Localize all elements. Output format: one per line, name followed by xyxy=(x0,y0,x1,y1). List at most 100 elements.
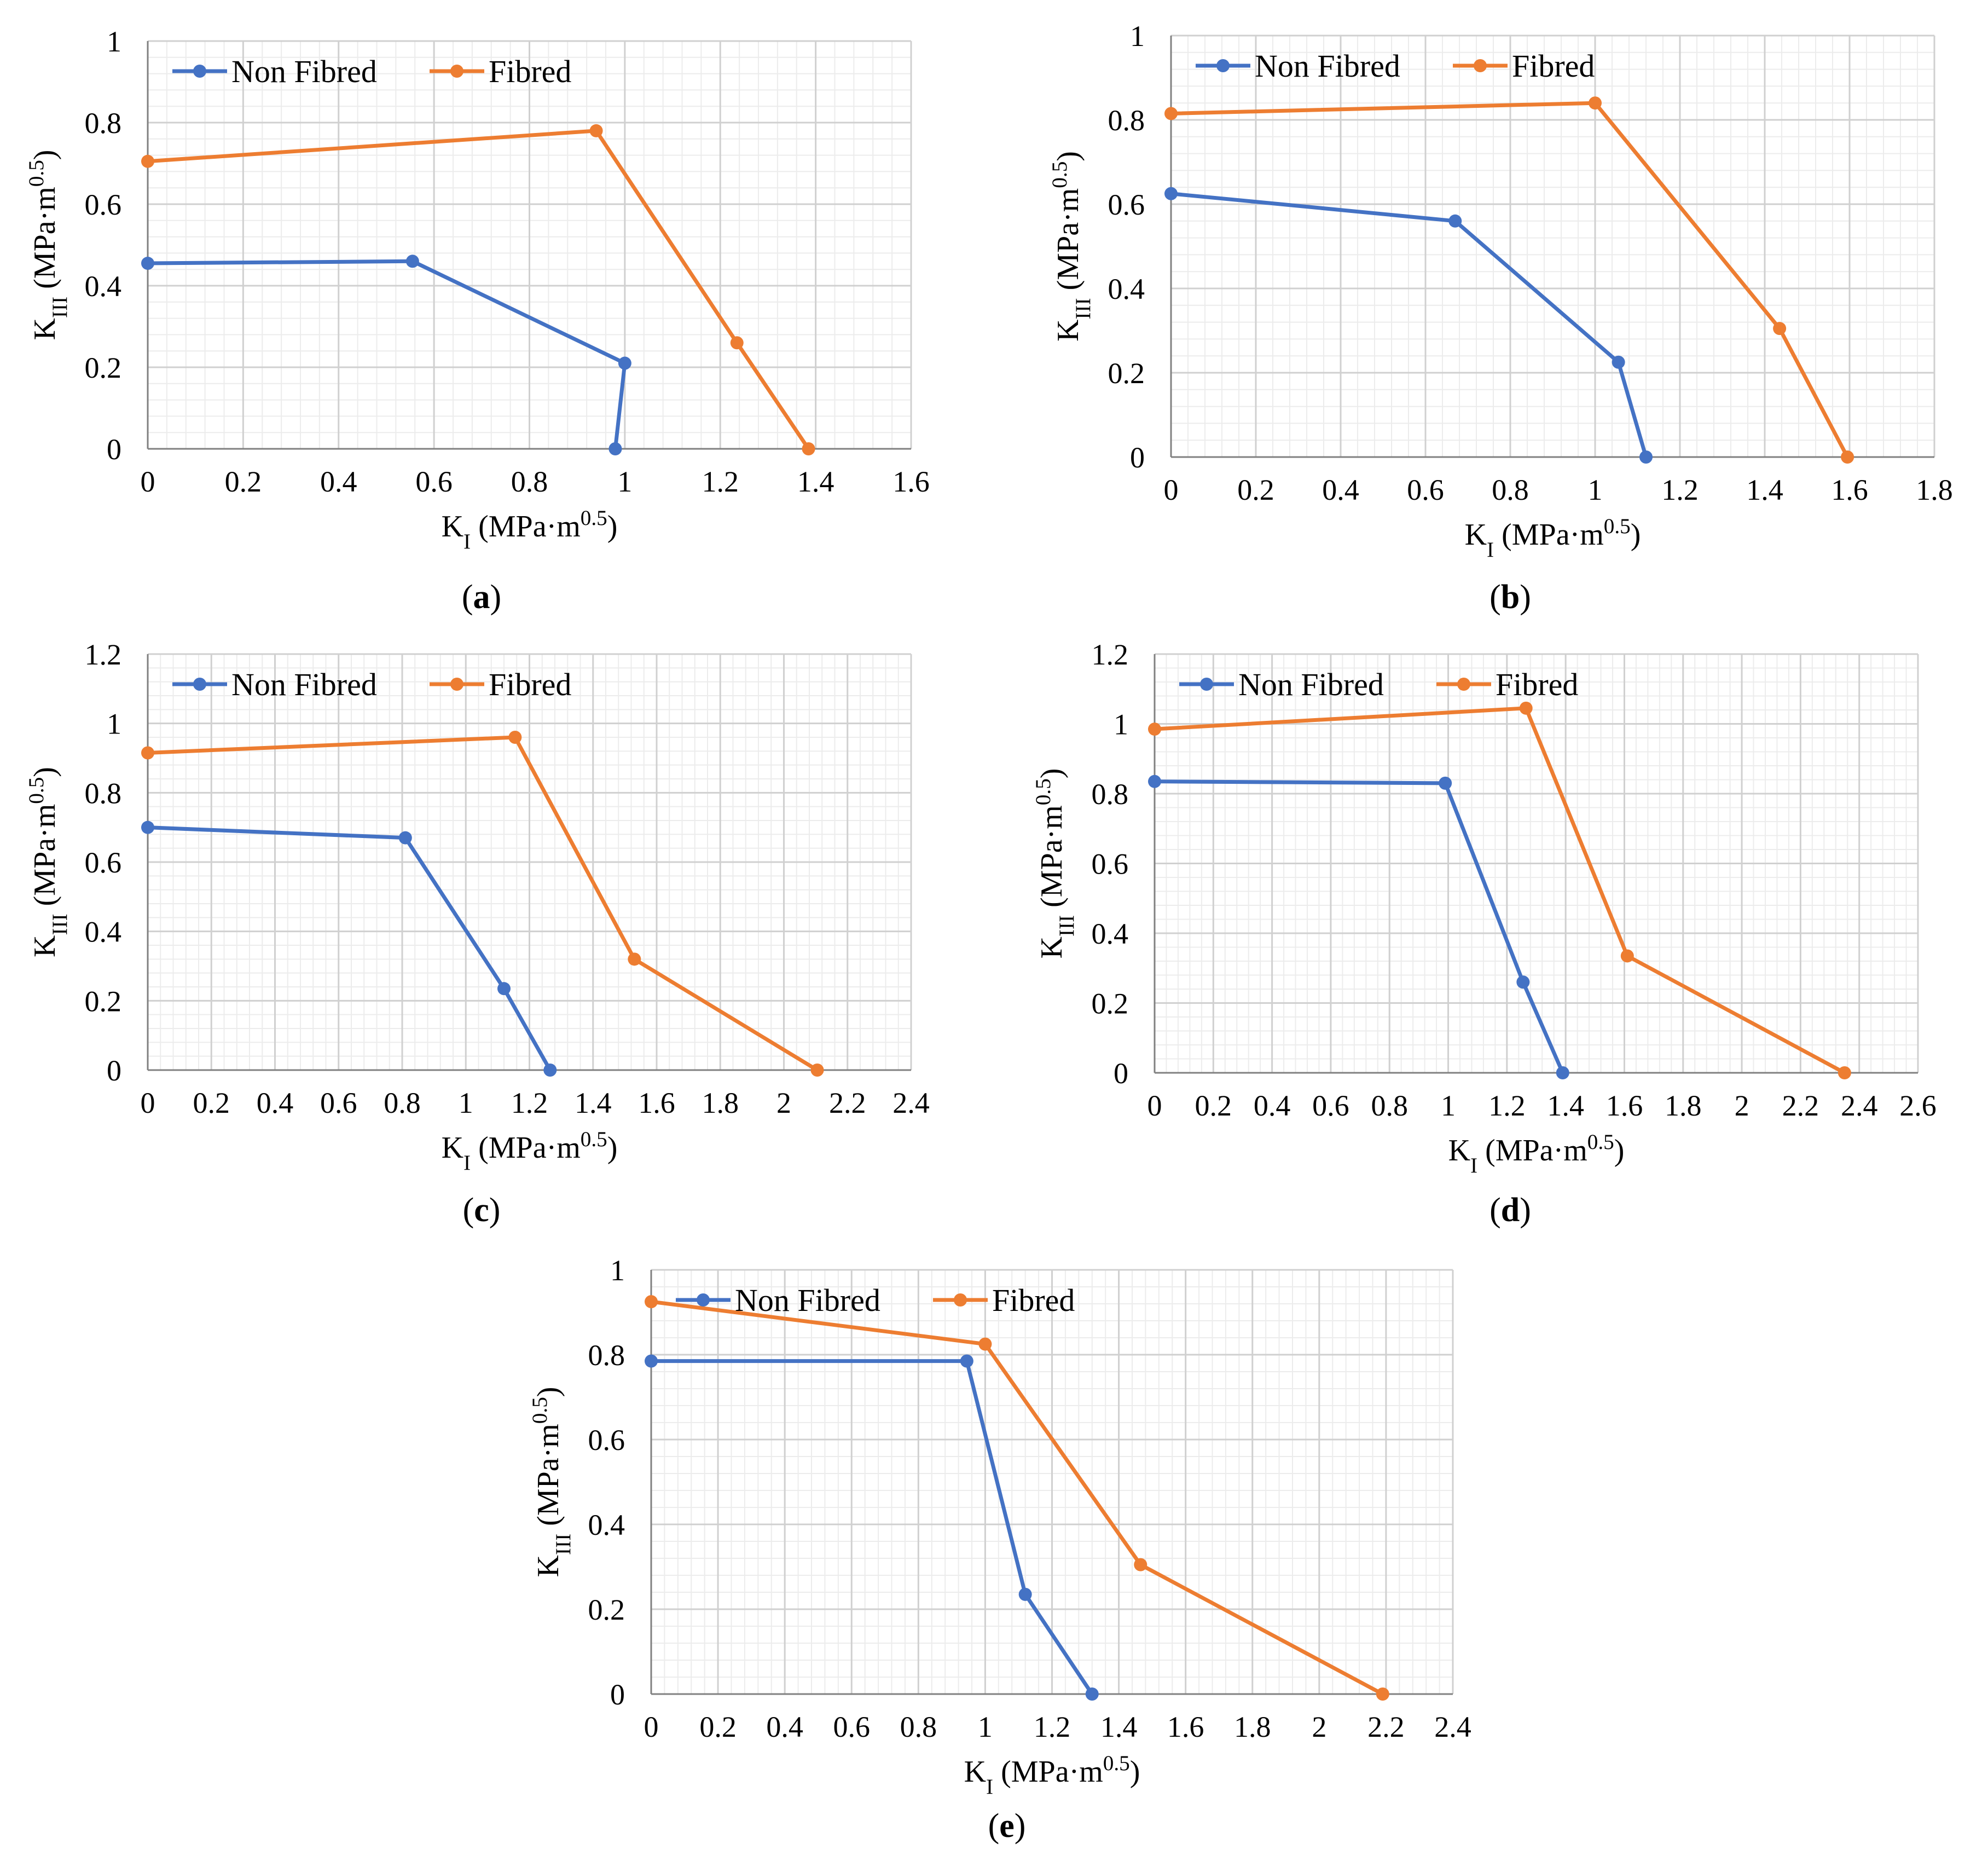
y-tick-label: 1.2 xyxy=(85,638,122,671)
legend-swatch-marker xyxy=(193,65,206,78)
y-tick-label: 0 xyxy=(107,433,121,466)
y-tick-label: 0.2 xyxy=(588,1593,625,1626)
x-axis-title: KI (MPa·m0.5) xyxy=(442,1128,618,1175)
series-fibred xyxy=(141,124,815,455)
y-tick-label: 1 xyxy=(107,25,121,58)
caption-letter: c xyxy=(474,1192,489,1229)
x-tick-label: 1.8 xyxy=(1916,473,1953,506)
y-axis-title: KIII (MPa·m0.5) xyxy=(1031,768,1079,959)
major-gridlines xyxy=(650,1269,1454,1695)
data-point xyxy=(1148,723,1161,736)
data-point xyxy=(141,154,154,168)
series-line xyxy=(147,259,627,449)
x-tick-label: 0.8 xyxy=(1371,1089,1408,1122)
data-point xyxy=(628,952,641,966)
x-tick-label: 1.4 xyxy=(1746,473,1783,506)
x-tick-label: 0.2 xyxy=(193,1086,230,1119)
x-tick-label: 0.4 xyxy=(1322,473,1359,506)
legend-item: Non Fibred xyxy=(1179,667,1384,702)
y-tick-label: 0.8 xyxy=(1108,104,1145,137)
x-tick-label: 1.8 xyxy=(1234,1710,1271,1743)
series-line xyxy=(147,735,819,1072)
x-tick-label: 1.4 xyxy=(797,465,834,498)
legend-swatch-marker xyxy=(450,678,463,691)
y-tick-label: 0.4 xyxy=(588,1509,625,1541)
x-tick-label: 1.2 xyxy=(1034,1710,1071,1743)
data-point xyxy=(608,442,622,455)
x-tick-label: 0.6 xyxy=(1407,473,1444,506)
x-tick-label: 0 xyxy=(141,465,155,498)
x-tick-label: 2 xyxy=(1735,1089,1749,1122)
x-tick-label: 2 xyxy=(1312,1710,1326,1743)
y-tick-label: 0 xyxy=(610,1678,625,1711)
data-point xyxy=(1519,701,1533,715)
legend-item: Fibred xyxy=(430,54,571,89)
data-point xyxy=(398,831,412,845)
legend-swatch-marker xyxy=(1457,678,1470,691)
chart-svg-a: 0 0.2 0.4 0.6 0.8 1 1.2 1.4 1.6 0 0.2 0.4 0.6 0.8 1 KI … xyxy=(25,25,930,553)
x-tick-label: 2.4 xyxy=(1841,1089,1878,1122)
data-point xyxy=(645,1295,658,1309)
x-tick-label: 0 xyxy=(1147,1089,1162,1122)
legend: Non Fibred Fibred xyxy=(676,1282,1075,1318)
x-tick-label: 0.2 xyxy=(225,465,262,498)
data-point xyxy=(1841,450,1854,464)
x-tick-label: 1.6 xyxy=(638,1086,675,1119)
x-tick-label: 1.2 xyxy=(1661,473,1699,506)
x-tick-label: 0 xyxy=(141,1086,155,1119)
data-point xyxy=(508,731,522,744)
data-point xyxy=(141,257,154,270)
x-tick-label: 0.2 xyxy=(1195,1089,1232,1122)
data-point xyxy=(960,1354,973,1368)
legend-label: Fibred xyxy=(1512,48,1595,84)
x-tick-label: 0.6 xyxy=(320,1086,357,1119)
y-axis-title: KIII (MPa·m0.5) xyxy=(25,150,72,340)
caption-b: (b) xyxy=(1489,579,1531,616)
x-tick-label: 0.6 xyxy=(833,1710,871,1743)
x-tick-label: 1.4 xyxy=(1547,1089,1584,1122)
x-tick-label: 1.2 xyxy=(511,1086,548,1119)
legend-label: Non Fibred xyxy=(1238,667,1384,702)
y-tick-label: 0.2 xyxy=(1092,987,1129,1020)
x-tick-label: 1 xyxy=(459,1086,473,1119)
legend-label: Non Fibred xyxy=(231,667,377,702)
x-tick-label: 1.6 xyxy=(892,465,930,498)
chart-panel-d: 0 0.2 0.4 0.6 0.8 1 1.2 1.4 1.6 1.8 2 2.2 2.4 2.6 0 0.2… xyxy=(1018,624,1956,1182)
data-point xyxy=(1376,1687,1389,1701)
series-non-fibred xyxy=(141,820,557,1077)
data-point xyxy=(1134,1558,1147,1571)
data-point xyxy=(543,1064,557,1077)
legend-label: Non Fibred xyxy=(735,1282,880,1318)
legend-swatch-marker xyxy=(193,678,206,691)
legend-label: Fibred xyxy=(1496,667,1578,702)
caption-letter: d xyxy=(1500,1192,1520,1229)
legend-label: Fibred xyxy=(489,667,571,702)
x-axis-title: KI (MPa·m0.5) xyxy=(964,1752,1140,1799)
y-tick-label: 0.2 xyxy=(1108,357,1145,390)
x-tick-label: 1.8 xyxy=(702,1086,739,1119)
x-tick-label: 1 xyxy=(978,1710,993,1743)
series-line xyxy=(651,1299,1384,1696)
data-point xyxy=(802,442,815,455)
x-tick-label: 0 xyxy=(644,1710,659,1743)
series-line xyxy=(651,1359,1094,1695)
data-point xyxy=(1085,1687,1099,1701)
y-tick-label: 0.8 xyxy=(85,777,122,810)
series-fibred xyxy=(141,731,824,1077)
x-tick-label: 0.4 xyxy=(257,1086,294,1119)
x-tick-label: 1 xyxy=(1588,473,1603,506)
caption-d: (d) xyxy=(1489,1192,1531,1229)
legend-swatch-marker xyxy=(450,65,463,78)
data-point xyxy=(1018,1587,1032,1601)
x-tick-label: 1 xyxy=(1441,1089,1456,1122)
y-tick-label: 0.6 xyxy=(85,188,122,221)
series-non-fibred xyxy=(141,255,631,455)
data-point xyxy=(618,356,631,370)
series-non-fibred xyxy=(1164,187,1653,464)
y-tick-label: 1 xyxy=(610,1254,625,1287)
y-tick-label: 0.6 xyxy=(1092,848,1129,881)
x-tick-label: 1.4 xyxy=(1100,1710,1138,1743)
y-tick-label: 0.6 xyxy=(1108,188,1145,221)
chart-panel-b: 0 0.2 0.4 0.6 0.8 1 1.2 1.4 1.6 1.8 0 0.2 0.4 0.6 0.8 1… xyxy=(1023,0,1973,567)
x-tick-label: 1.2 xyxy=(702,465,739,498)
